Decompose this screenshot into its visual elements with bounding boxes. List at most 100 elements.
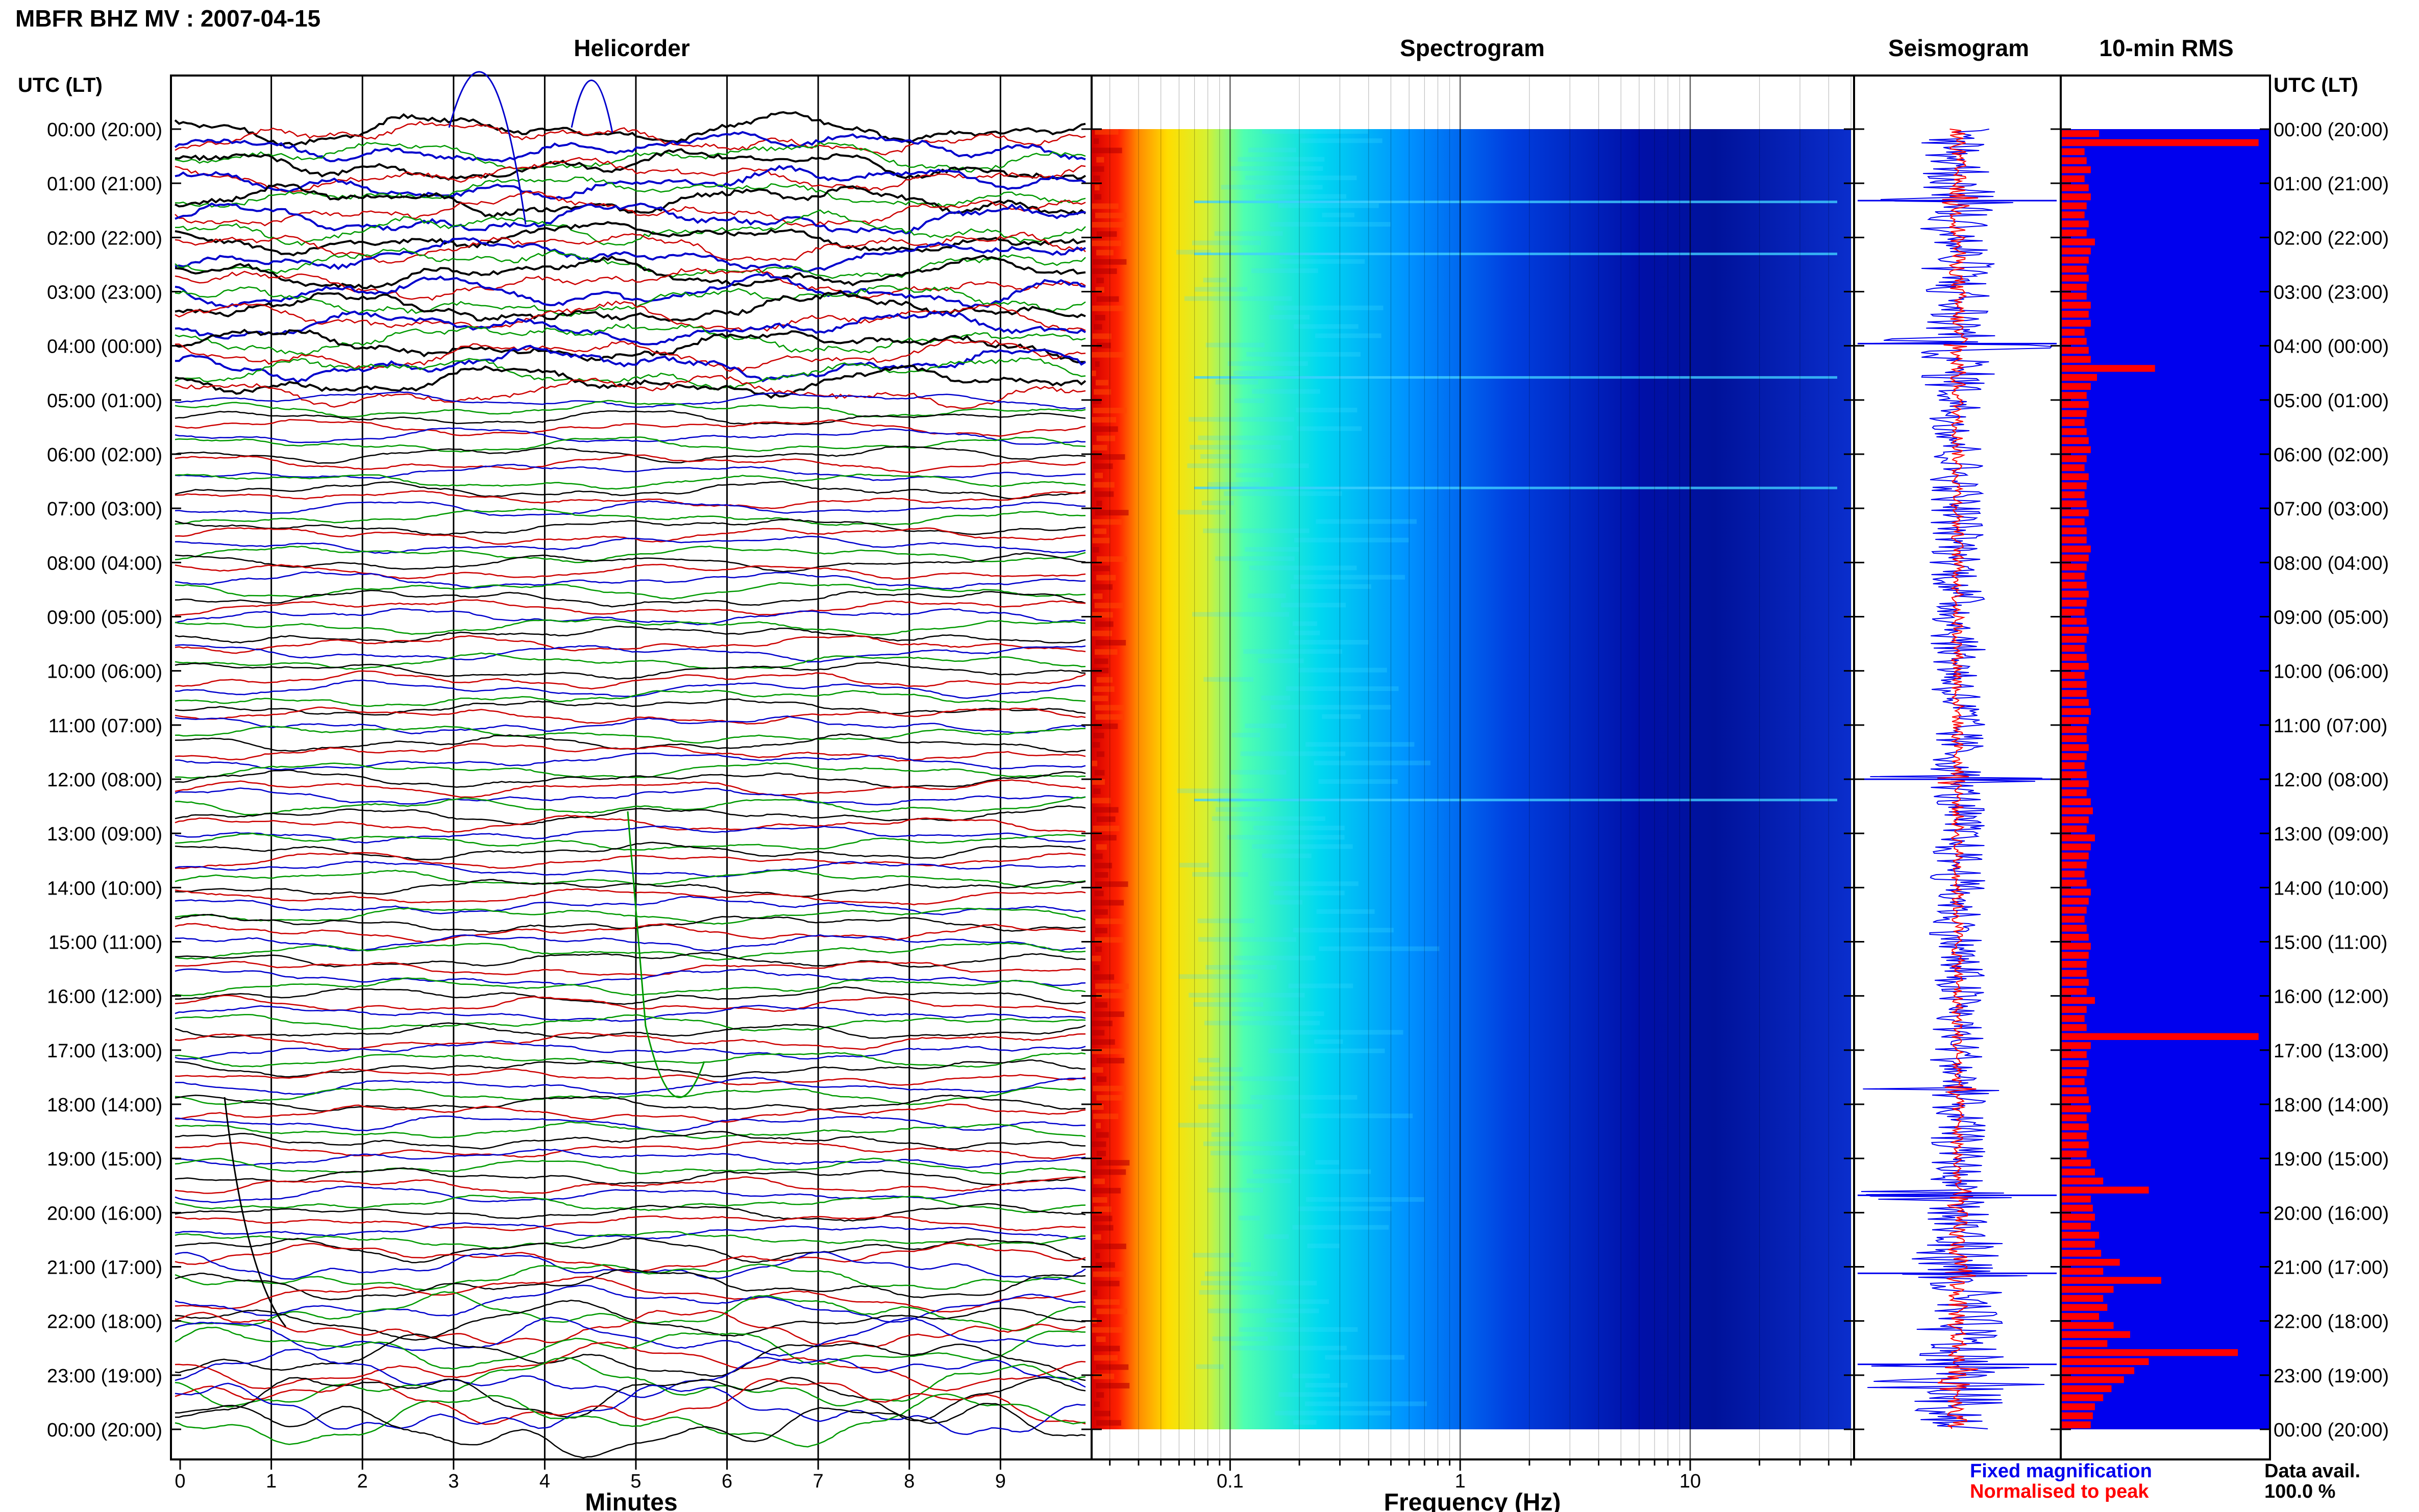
helicorder-trace (175, 599, 1086, 616)
spectrogram-row (1094, 862, 1113, 869)
helicorder-trace (175, 1284, 1086, 1323)
spectrogram-row (1179, 862, 1210, 867)
spectrogram-row (1316, 519, 1417, 524)
rms-bar (2062, 175, 2085, 183)
spectrogram-grid (1109, 77, 1852, 1458)
spectrogram-row (1093, 974, 1115, 980)
rms-bar (2062, 437, 2089, 444)
helicorder-trace (175, 1393, 1086, 1448)
spectrogram-row (1264, 1234, 1289, 1239)
rms-bar (2062, 690, 2087, 697)
spectrogram-row (1314, 760, 1431, 765)
spectrogram-row (1322, 714, 1361, 719)
rms-bar (2062, 311, 2089, 318)
spectrogram-row (1094, 658, 1108, 664)
rms-bar (2062, 1060, 2089, 1068)
spectrogram-row (1238, 1216, 1260, 1221)
rms-bar (2062, 762, 2085, 770)
rms-bar (2062, 302, 2091, 309)
rms-bar (2062, 1168, 2095, 1176)
spectrogram-row (1187, 463, 1309, 468)
spectrogram-row (1096, 1392, 1104, 1398)
spectrogram-row (1301, 1113, 1413, 1119)
helicorder-trace (175, 1103, 1086, 1123)
frequency-tick-label: 0.1 (1217, 1471, 1244, 1492)
rms-bar (2062, 1177, 2104, 1185)
spectrogram-row (1210, 1151, 1305, 1156)
spectrogram-row (1205, 965, 1277, 970)
spectrogram-row (1096, 1364, 1129, 1370)
time-tick-label: 06:00 (02:00) (47, 444, 162, 466)
spectrogram-row (1212, 1336, 1268, 1342)
rms-bar (2062, 1322, 2114, 1329)
time-tick-labels-left: 00:00 (20:00) 01:00 (21:00) 02:00 (22:00) 0… (47, 119, 162, 1441)
helicorder-trace (175, 698, 1086, 716)
spectrogram-row (1092, 696, 1108, 702)
rms-bar (2062, 636, 2087, 643)
time-tick-label: 00:00 (20:00) (2274, 119, 2389, 141)
spectrogram-row (1094, 890, 1104, 897)
spectrogram-row (1092, 537, 1110, 543)
rms-bar (2062, 581, 2087, 589)
rms-bar (2062, 1412, 2093, 1420)
spectrogram-row (1211, 1132, 1234, 1137)
helicorder-trace (175, 1013, 1086, 1032)
helicorder-trace (175, 1333, 1086, 1381)
helicorder-trace (175, 427, 1086, 445)
spectrogram-row (1093, 463, 1113, 469)
time-tick-label: 22:00 (18:00) (2274, 1311, 2389, 1333)
spectrogram-row (1096, 1095, 1123, 1101)
helicorder-trace (175, 563, 1086, 580)
rms-bar (2062, 563, 2087, 571)
helicorder-trace (175, 141, 1086, 173)
spectrogram-event-line (1194, 486, 1837, 489)
spectrogram-row (1212, 816, 1325, 821)
rms-bar (2062, 1358, 2149, 1366)
spectrogram-row (1095, 640, 1126, 646)
spectrogram-row (1093, 1225, 1114, 1231)
time-tick-label: 07:00 (03:00) (47, 499, 162, 520)
rms-bar (2062, 852, 2089, 860)
rms-bar (2062, 220, 2089, 228)
spectrogram-event-line (1194, 799, 1837, 802)
helicorder-trace (175, 1005, 1086, 1022)
rms-bar (2062, 518, 2085, 526)
spectrogram-row (1096, 575, 1116, 581)
minute-tick-label: 1 (266, 1471, 277, 1492)
helicorder-trace (174, 131, 1086, 163)
time-tick-label: 12:00 (08:00) (2274, 770, 2389, 791)
rms-bar (2062, 401, 2089, 408)
spectrogram-row (1092, 1187, 1121, 1194)
rms-bar (2062, 735, 2087, 742)
spectrogram-row (1245, 176, 1357, 181)
rms-bar (2062, 906, 2087, 914)
spectrogram-row (1096, 1151, 1106, 1156)
rms-bar (2062, 952, 2089, 959)
rms-bar (2062, 617, 2087, 625)
helicorder-trace (175, 1131, 1085, 1150)
spectrogram-row (1289, 640, 1369, 645)
time-tick-label: 15:00 (11:00) (48, 932, 162, 954)
spectrogram-row (1092, 370, 1096, 377)
spectrogram-row (1094, 324, 1102, 330)
spectrogram-row (1193, 1002, 1264, 1007)
spectrogram-row (1092, 584, 1113, 590)
spectrogram-row (1190, 444, 1281, 450)
spectrogram-row (1092, 1197, 1107, 1203)
spectrogram-row (1092, 166, 1104, 172)
spectrogram-row (1198, 435, 1293, 440)
frequency-axis-label: Frequency (Hz) (1384, 1489, 1561, 1512)
rms-bar (2062, 1349, 2238, 1356)
time-tick-label: 18:00 (14:00) (2274, 1095, 2389, 1116)
rms-bar (2062, 428, 2087, 435)
rms-bar (2062, 1331, 2130, 1338)
helicorder-trace (175, 339, 1086, 373)
helicorder-trace (175, 1377, 1086, 1422)
spectrogram-row (1230, 166, 1323, 171)
spectrogram-row (1096, 296, 1119, 302)
spectrogram-row (1092, 1067, 1103, 1073)
helicorder-trace (175, 1141, 1086, 1160)
rms-bar (2062, 915, 2085, 923)
spectrogram-row (1269, 900, 1302, 905)
rms-bar (2062, 1123, 2089, 1130)
